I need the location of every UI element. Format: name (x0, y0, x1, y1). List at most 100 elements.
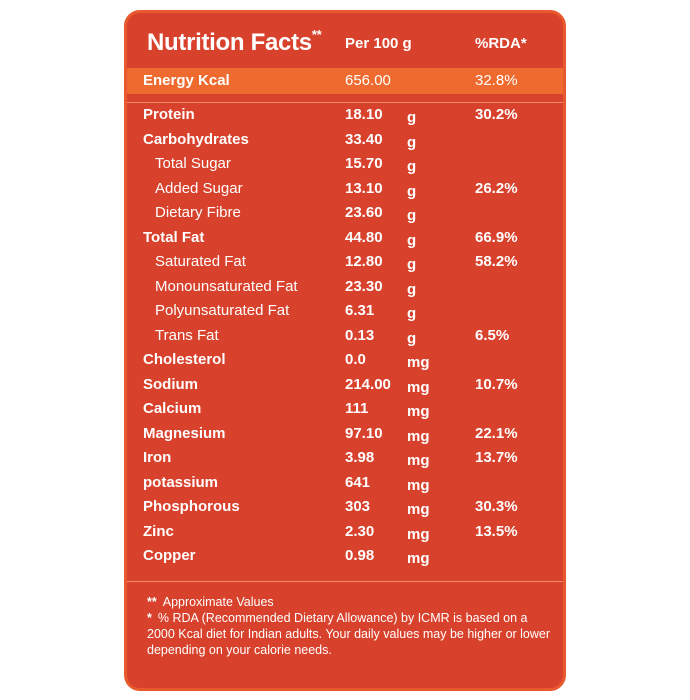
nutrient-unit: mg (407, 525, 430, 543)
nutrient-value: 18.10 (345, 106, 383, 123)
nutrient-rda: 13.5% (475, 522, 518, 540)
nutrient-row: Copper 0.98 mg (127, 544, 563, 569)
nutrient-value: 15.70 (345, 155, 383, 172)
nutrient-name: Total Sugar (155, 155, 231, 172)
nutrient-row: Cholesterol 0.0 mg (127, 348, 563, 373)
nutrient-name: Monounsaturated Fat (155, 277, 298, 295)
nutrient-unit: g (407, 182, 417, 200)
footnote-rda: *% RDA (Recommended Dietary Allowance) b… (147, 611, 551, 657)
nutrient-row: Sodium 214.00 mg 10.7% (127, 373, 563, 398)
nutrient-name: Carbohydrates (143, 130, 249, 148)
nutrient-value: 6.31 (345, 302, 375, 319)
nutrient-rda: 58.2% (475, 253, 518, 270)
nutrient-name: Zinc (143, 522, 174, 540)
nutrient-value: 44.80 (345, 228, 383, 246)
nutrient-name: Phosphorous (143, 498, 240, 515)
nutrient-name: Total Fat (143, 228, 205, 246)
nutrient-unit: g (407, 305, 417, 322)
nutrient-unit: mg (407, 550, 430, 567)
nutrient-value: 13.10 (345, 179, 383, 197)
nutrient-unit: g (407, 109, 417, 126)
nutrient-unit: mg (407, 354, 430, 371)
nutrient-name: Iron (143, 449, 172, 466)
nutrient-value: 23.30 (345, 277, 383, 295)
nutrient-name: Sodium (143, 375, 198, 393)
nutrient-unit: mg (407, 427, 430, 445)
nutrient-row: Monounsaturated Fat 23.30 g (127, 275, 563, 300)
nutrient-name: Magnesium (143, 424, 226, 442)
rda-header: %RDA* (475, 35, 527, 52)
footnotes: ** Approximate Values *% RDA (Recommended… (127, 581, 563, 657)
nutrient-name: potassium (143, 473, 219, 491)
nutrient-value: 33.40 (345, 130, 383, 148)
per-100g-header: Per 100 g (345, 35, 412, 52)
nutrient-value: 0.13 (345, 326, 375, 344)
nutrient-name: Polyunsaturated Fat (155, 302, 290, 319)
nutrient-value: 97.10 (345, 424, 383, 442)
nutrient-unit: mg (407, 403, 430, 420)
nutrient-name: Saturated Fat (155, 253, 246, 270)
nutrient-unit: g (407, 231, 417, 249)
nutrient-value: 214.00 (345, 375, 391, 393)
nutrient-value: 0.98 (345, 547, 375, 564)
nutrient-row: Phosphorous 303 mg 30.3% (127, 495, 563, 520)
nutrient-row: Total Fat 44.80 g 66.9% (127, 226, 563, 251)
nutrient-name: Trans Fat (155, 326, 219, 344)
nutrient-value: 303 (345, 498, 371, 515)
energy-name: Energy Kcal (143, 72, 230, 89)
nutrient-unit: mg (407, 452, 430, 469)
nutrient-value: 3.98 (345, 449, 375, 466)
nutrient-rda: 22.1% (475, 424, 518, 442)
nutrient-row: Protein 18.10 g 30.2% (127, 103, 563, 128)
panel-title: Nutrition Facts** (147, 27, 322, 56)
nutrient-name: Calcium (143, 400, 202, 417)
nutrient-rda: 30.3% (475, 498, 518, 515)
energy-rda: 32.8% (475, 72, 518, 89)
nutrition-facts-panel: Nutrition Facts** Per 100 g %RDA* Energy… (124, 10, 566, 691)
nutrient-row: Added Sugar 13.10 g 26.2% (127, 177, 563, 202)
nutrient-value: 23.60 (345, 204, 383, 221)
energy-row: Energy Kcal 656.00 32.8% (127, 68, 563, 94)
nutrient-row: Trans Fat 0.13 g 6.5% (127, 324, 563, 349)
nutrient-row: potassium 641 mg (127, 471, 563, 496)
nutrient-row: Carbohydrates 33.40 g (127, 128, 563, 153)
nutrient-unit: g (407, 329, 417, 347)
nutrient-rda: 66.9% (475, 228, 518, 246)
nutrient-unit: g (407, 158, 417, 175)
nutrient-rows: Protein 18.10 g 30.2% Carbohydrates 33.40 g Tot… (127, 102, 563, 569)
nutrient-row: Polyunsaturated Fat 6.31 g (127, 299, 563, 324)
nutrient-unit: g (407, 280, 417, 298)
nutrient-row: Saturated Fat 12.80 g 58.2% (127, 250, 563, 275)
nutrient-row: Calcium 111 mg (127, 397, 563, 422)
nutrient-row: Zinc 2.30 mg 13.5% (127, 520, 563, 545)
nutrient-name: Added Sugar (155, 179, 243, 197)
energy-value: 656.00 (345, 72, 391, 89)
table-header: Nutrition Facts** Per 100 g %RDA* (127, 25, 563, 65)
nutrient-row: Dietary Fibre 23.60 g (127, 201, 563, 226)
nutrient-rda: 13.7% (475, 449, 518, 466)
nutrient-rda: 10.7% (475, 375, 518, 393)
nutrient-name: Protein (143, 106, 195, 123)
nutrient-value: 641 (345, 473, 371, 491)
nutrient-unit: mg (407, 476, 430, 494)
nutrient-name: Dietary Fibre (155, 204, 241, 221)
nutrient-rda: 26.2% (475, 179, 518, 197)
nutrient-rda: 30.2% (475, 106, 518, 123)
nutrient-row: Magnesium 97.10 mg 22.1% (127, 422, 563, 447)
nutrient-name: Copper (143, 547, 196, 564)
nutrient-unit: mg (407, 378, 430, 396)
nutrient-unit: g (407, 133, 417, 151)
nutrient-value: 2.30 (345, 522, 375, 540)
nutrient-value: 0.0 (345, 351, 366, 368)
nutrient-unit: mg (407, 501, 430, 518)
footnote-approx: ** Approximate Values (147, 595, 274, 609)
title-footnote-mark: ** (311, 27, 322, 42)
nutrient-value: 12.80 (345, 253, 383, 270)
nutrient-row: Total Sugar 15.70 g (127, 152, 563, 177)
nutrient-value: 111 (345, 400, 369, 417)
nutrient-unit: g (407, 256, 417, 273)
nutrient-unit: g (407, 207, 417, 224)
nutrient-row: Iron 3.98 mg 13.7% (127, 446, 563, 471)
nutrient-name: Cholesterol (143, 351, 226, 368)
nutrient-rda: 6.5% (475, 326, 510, 344)
